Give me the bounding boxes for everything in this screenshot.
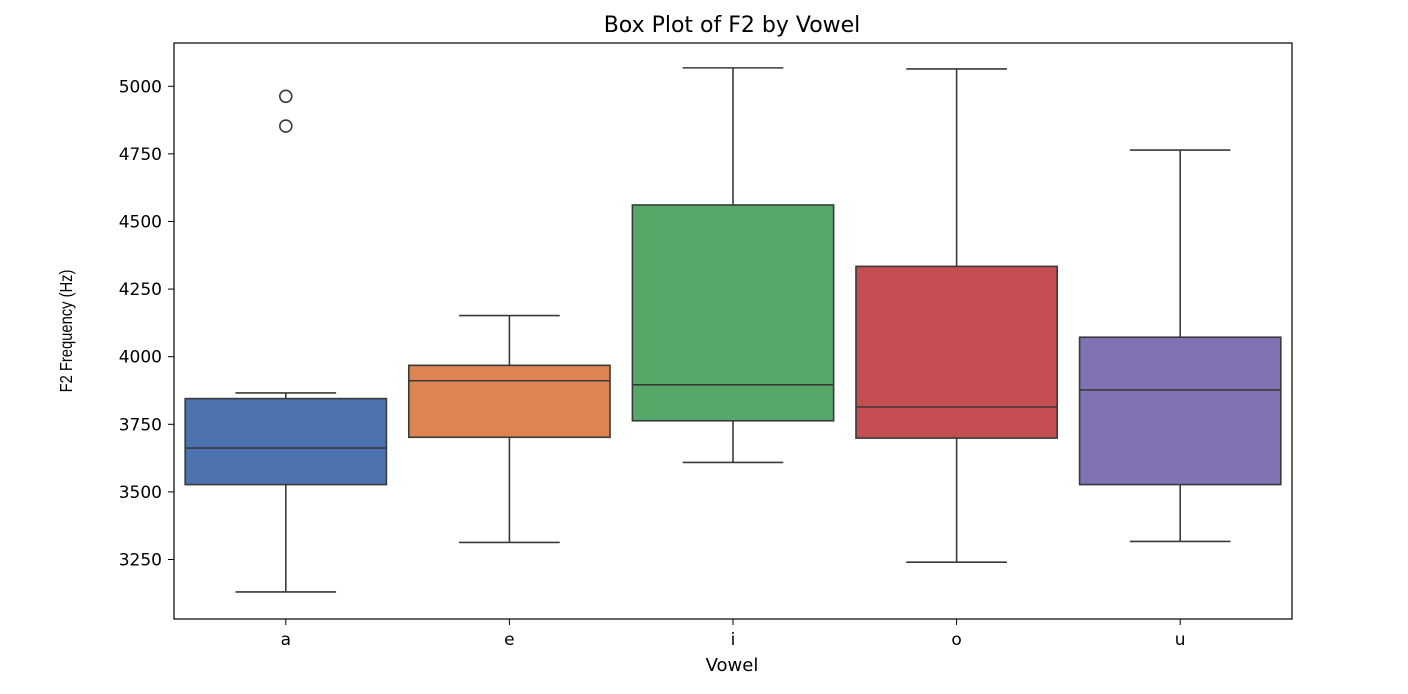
y-tick-label: 4750: [119, 145, 162, 165]
x-axis-label: Vowel: [706, 655, 759, 676]
x-tick-label-a: a: [281, 630, 291, 650]
y-tick-label: 4000: [119, 348, 162, 368]
box-a: [184, 397, 388, 486]
box-group-e: [407, 314, 611, 544]
y-tick-label: 3250: [119, 551, 162, 571]
x-tick-label-i: i: [731, 630, 736, 650]
y-axis-label: F2 Frequency (Hz): [57, 270, 77, 393]
box-group-o: [855, 68, 1059, 564]
box-group-u: [1078, 149, 1282, 543]
chart-title: Box Plot of F2 by Vowel: [604, 13, 861, 38]
box-group-i: [631, 67, 835, 464]
y-tick-label: 4500: [119, 212, 162, 232]
plot-area: [184, 67, 1282, 593]
box-u: [1078, 336, 1282, 486]
x-tick-label-o: o: [951, 630, 961, 650]
x-tick-label-e: e: [504, 630, 514, 650]
box-group-a: [184, 89, 388, 593]
outlier-point: [278, 89, 293, 104]
outlier-point: [278, 119, 293, 133]
box-o: [855, 265, 1059, 439]
box-e: [407, 364, 611, 439]
y-axis: 3250 3500 3750 4000 4250 4500 4750 5000: [119, 77, 174, 571]
y-tick-label: 4250: [119, 280, 162, 300]
box-i: [631, 204, 835, 422]
x-tick-label-u: u: [1175, 630, 1186, 650]
y-tick-label: 3750: [119, 415, 162, 435]
y-tick-label: 5000: [119, 77, 162, 97]
y-tick-label: 3500: [119, 483, 162, 503]
